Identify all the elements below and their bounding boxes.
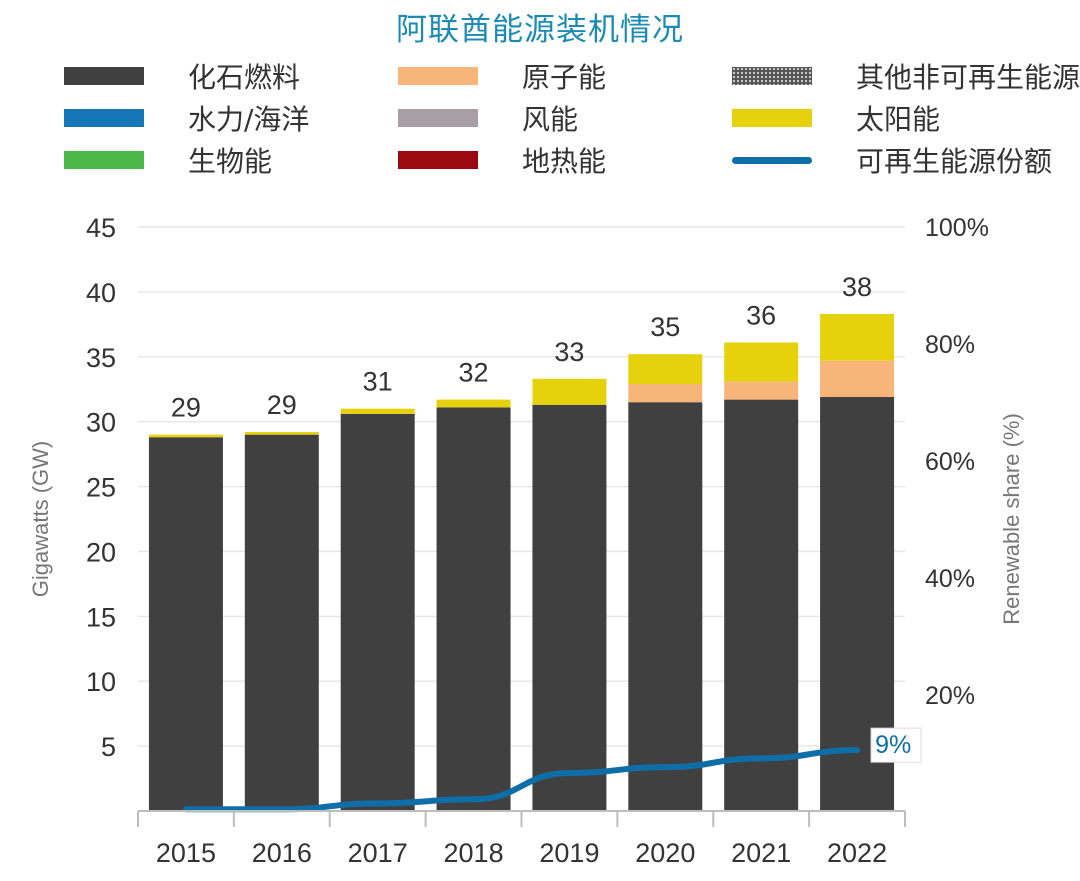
- x-tick-label-2017: 2017: [348, 838, 408, 868]
- axes: 5 10 15 20 25 30 35 40 45 20% 40% 60% 80% 100% Gigawat…: [28, 213, 1024, 868]
- y2-tick-label: 20%: [925, 682, 975, 710]
- y2-axis-title: Renewable share (%): [999, 413, 1024, 625]
- y-tick-label: 5: [101, 732, 116, 762]
- legend-swatch-geothermal: [398, 151, 478, 169]
- y-tick-label: 20: [86, 537, 116, 567]
- bars: [148, 313, 895, 811]
- y-tick-label: 45: [86, 213, 116, 243]
- bar-total-label-2015: 29: [171, 393, 201, 423]
- y-axis-title: Gigawatts (GW): [28, 441, 53, 597]
- bar-segment-2021: [724, 381, 799, 400]
- legend-item-renewable-share: 可再生能源份额: [732, 140, 1052, 180]
- chart-title: 阿联酋能源装机情况: [396, 12, 684, 48]
- bar-segment-2018: [436, 407, 511, 811]
- x-tick-label-2019: 2019: [539, 838, 599, 868]
- legend-item-fossil: 化石燃料: [64, 56, 300, 96]
- y-tick-label: 35: [86, 343, 116, 373]
- x-tick-label-2020: 2020: [635, 838, 695, 868]
- bar-segment-2020: [628, 354, 703, 385]
- legend-swatch-nuclear: [398, 67, 478, 85]
- legend-item-wind: 风能: [398, 98, 578, 138]
- bar-segment-2018: [436, 399, 511, 408]
- y-tick-label: 40: [86, 278, 116, 308]
- share-label-box: [870, 727, 922, 763]
- legend-item-solar: 太阳能: [732, 98, 940, 138]
- x-tick-label-2016: 2016: [252, 838, 312, 868]
- bar-segment-2017: [340, 413, 415, 811]
- bar-total-label-2019: 33: [554, 337, 584, 367]
- legend-label-nuclear: 原子能: [522, 61, 607, 94]
- bar-total-label-2017: 31: [363, 367, 393, 397]
- legend-label-other-nonrenewable: 其他非可再生能源: [856, 61, 1080, 94]
- x-tick-label-2018: 2018: [444, 838, 504, 868]
- share-end-label: 9%: [875, 731, 911, 759]
- bar-total-label-2021: 36: [746, 301, 776, 331]
- legend-item-geothermal: 地热能: [398, 140, 606, 180]
- legend-swatch-fossil: [64, 67, 144, 85]
- renewable-share-line-group: [182, 747, 861, 813]
- x-tick-label-2022: 2022: [827, 838, 887, 868]
- bar-total-label-2020: 35: [650, 312, 680, 342]
- legend-swatch-bio: [64, 151, 144, 169]
- legend-swatch-renewable-share: [732, 156, 812, 164]
- y2-tick-label: 100%: [925, 214, 989, 242]
- bar-total-label-2022: 38: [842, 272, 872, 302]
- legend-label-wind: 风能: [522, 103, 579, 136]
- bar-segment-2015: [148, 434, 223, 438]
- y2-tick-label: 60%: [925, 448, 975, 476]
- y2-tick-label: 40%: [925, 565, 975, 593]
- legend-swatch-solar: [732, 109, 812, 127]
- bar-segment-2022: [820, 360, 895, 398]
- legend-item-other-nonrenewable: 其他非可再生能源: [732, 56, 1080, 96]
- legend-label-solar: 太阳能: [856, 103, 941, 136]
- bar-segment-2021: [724, 342, 799, 382]
- y-tick-label: 25: [86, 473, 116, 503]
- y-tick-label: 10: [86, 667, 116, 697]
- bar-segment-2016: [244, 432, 319, 435]
- y-tick-label: 30: [86, 408, 116, 438]
- bar-segment-2020: [628, 384, 703, 403]
- bar-segment-2019: [532, 378, 607, 405]
- bar-segment-2016: [244, 434, 319, 811]
- legend-label-hydro: 水力/海洋: [188, 103, 310, 136]
- legend-swatch-wind: [398, 109, 478, 127]
- y2-tick-label: 80%: [925, 331, 975, 359]
- legend-item-hydro: 水力/海洋: [64, 98, 309, 138]
- legend-item-nuclear: 原子能: [398, 56, 606, 96]
- legend-label-bio: 生物能: [188, 145, 273, 178]
- x-tick-label-2021: 2021: [731, 838, 791, 868]
- legend-swatch-hydro: [64, 109, 144, 127]
- legend-label-fossil: 化石燃料: [188, 61, 301, 94]
- bar-total-label-2018: 32: [459, 358, 489, 388]
- bar-segment-2022: [820, 313, 895, 361]
- chart-legend: 化石燃料 水力/海洋 生物能 原子能 风能 地热能 其他非可再生能源 太阳能 可…: [0, 56, 1080, 186]
- bar-segment-2020: [628, 402, 703, 811]
- legend-item-bio: 生物能: [64, 140, 272, 180]
- labels: 29 29 31 32 33 35 36 38 9%: [171, 272, 922, 763]
- legend-label-renewable-share: 可再生能源份额: [856, 145, 1053, 178]
- renewable-share-line: [182, 747, 861, 813]
- legend-swatch-other-nonrenewable: [732, 67, 812, 85]
- bar-segment-2017: [340, 408, 415, 414]
- bar-segment-2021: [724, 399, 799, 811]
- bar-segment-2015: [148, 437, 223, 811]
- legend-label-geothermal: 地热能: [522, 145, 607, 178]
- bar-segment-2019: [532, 404, 607, 811]
- x-tick-label-2015: 2015: [156, 838, 216, 868]
- bar-total-label-2016: 29: [267, 390, 297, 420]
- y-tick-label: 15: [86, 602, 116, 632]
